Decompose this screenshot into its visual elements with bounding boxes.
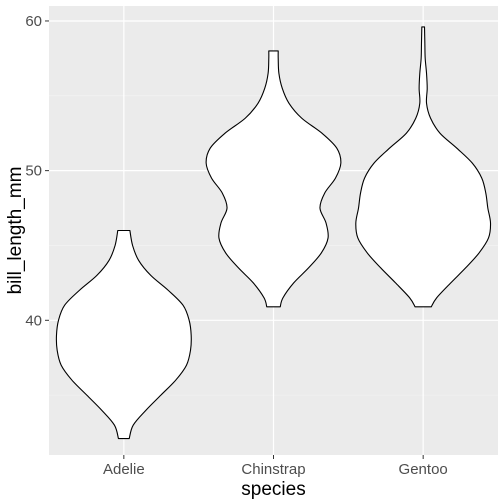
- violins: [55, 26, 492, 440]
- x-axis-ticks: Adelie Chinstrap Gentoo: [103, 455, 448, 478]
- x-tick-label: Adelie: [103, 461, 145, 478]
- x-tick-label: Chinstrap: [241, 461, 305, 478]
- violin-chinstrap: [205, 50, 342, 308]
- y-tick-label: 60: [25, 13, 42, 30]
- y-tick-label: 50: [25, 163, 42, 180]
- violin-gentoo: [355, 26, 492, 308]
- x-tick-label: Gentoo: [399, 461, 448, 478]
- x-axis-title: species: [241, 479, 305, 500]
- y-axis-title: bill_length_mm: [5, 167, 26, 295]
- violin-adelie: [55, 229, 192, 440]
- y-axis-ticks: 40 50 60: [25, 13, 49, 329]
- y-tick-label: 40: [25, 312, 42, 329]
